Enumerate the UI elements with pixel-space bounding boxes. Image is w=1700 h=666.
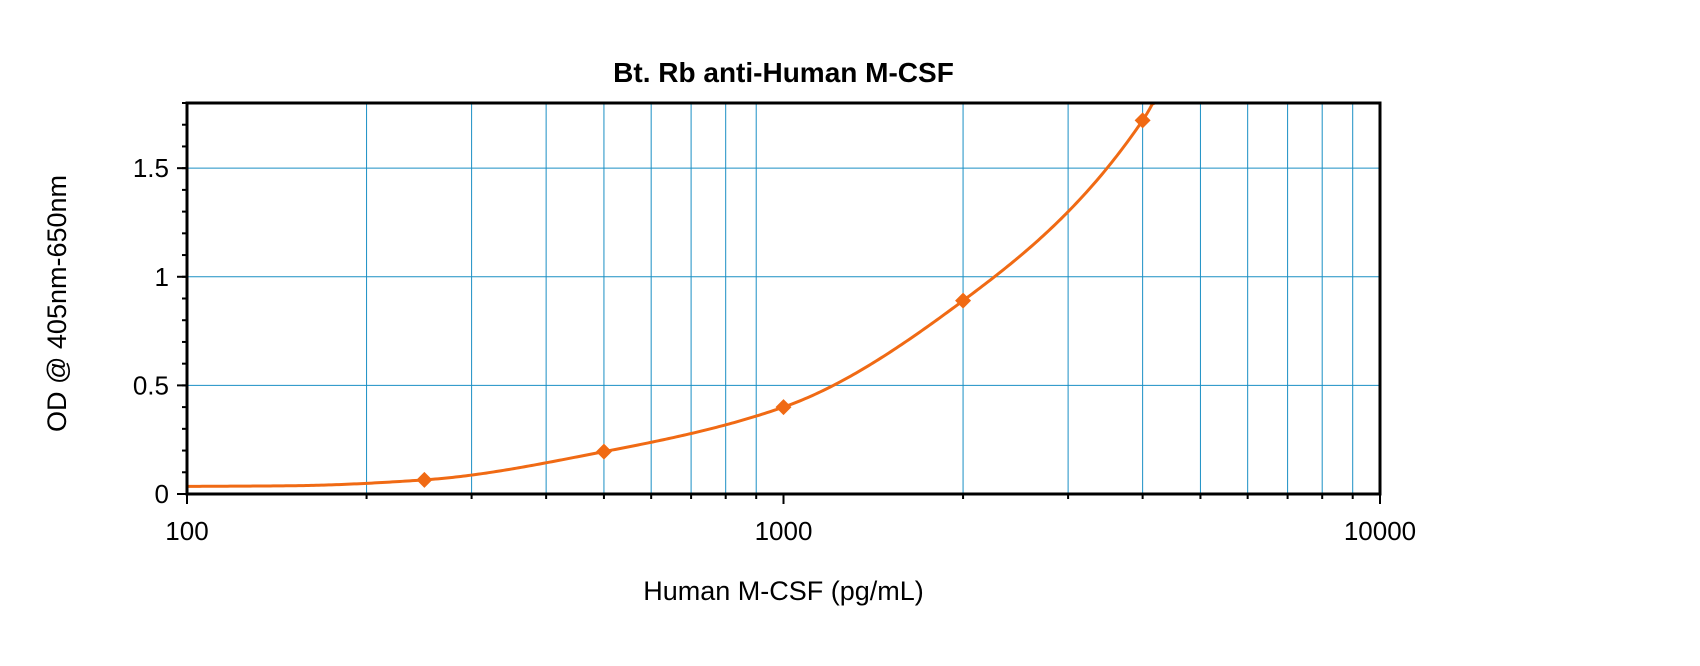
- data-point: [775, 399, 792, 416]
- x-tick-label: 1000: [755, 516, 813, 546]
- y-tick-label: 0.5: [133, 370, 169, 400]
- y-tick-label: 0: [155, 479, 169, 509]
- data-points: [416, 112, 1151, 488]
- x-tick-label: 100: [165, 516, 208, 546]
- chart-title: Bt. Rb anti-Human M-CSF: [613, 57, 954, 88]
- data-point: [955, 292, 972, 309]
- fit-curve: [186, 101, 1156, 488]
- data-point: [416, 471, 433, 488]
- y-tick-labels: 0 0.5 1 1.5: [133, 153, 169, 509]
- data-point: [1134, 112, 1151, 129]
- data-point: [595, 443, 612, 460]
- x-tick-labels: 100 1000 10000: [165, 516, 1416, 546]
- x-tick-label: 10000: [1344, 516, 1416, 546]
- plot-frame: [185, 101, 1382, 496]
- y-axis-label: OD @ 405nm-650nm: [42, 175, 72, 432]
- axis-ticks: [177, 102, 1381, 504]
- fit-curve-layer: [186, 101, 1156, 488]
- x-axis-label: Human M-CSF (pg/mL): [643, 576, 924, 606]
- y-tick-label: 1.5: [133, 153, 169, 183]
- y-tick-label: 1: [155, 262, 169, 292]
- grid: [187, 103, 1380, 494]
